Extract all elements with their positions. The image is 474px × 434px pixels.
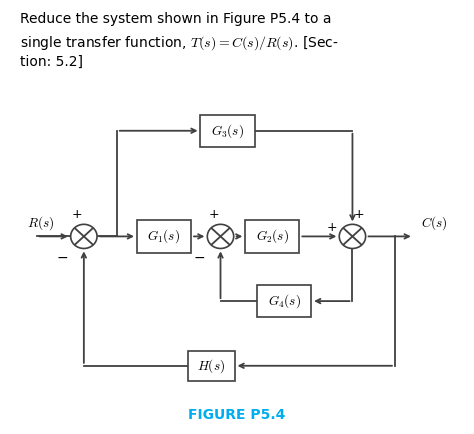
Text: single transfer function, $T(s) = C(s)/R(s)$. [Sec-: single transfer function, $T(s) = C(s)/R… — [20, 34, 339, 52]
Text: $G_3(s)$: $G_3(s)$ — [211, 122, 244, 140]
Text: +: + — [354, 208, 364, 221]
Text: −: − — [57, 251, 68, 265]
Text: $C(s)$: $C(s)$ — [421, 214, 447, 232]
Text: tion: 5.2]: tion: 5.2] — [20, 55, 83, 69]
FancyBboxPatch shape — [201, 115, 255, 147]
FancyBboxPatch shape — [257, 285, 311, 317]
Text: −: − — [193, 251, 205, 265]
FancyBboxPatch shape — [245, 220, 300, 253]
FancyBboxPatch shape — [137, 220, 191, 253]
Text: $G_2(s)$: $G_2(s)$ — [256, 227, 289, 245]
Text: +: + — [72, 208, 82, 221]
Text: $R(s)$: $R(s)$ — [27, 214, 55, 232]
Circle shape — [71, 224, 97, 249]
Circle shape — [207, 224, 234, 249]
Circle shape — [339, 224, 365, 249]
Text: $G_4(s)$: $G_4(s)$ — [268, 292, 301, 310]
Text: $H(s)$: $H(s)$ — [197, 357, 225, 375]
FancyBboxPatch shape — [188, 351, 235, 381]
Text: Reduce the system shown in Figure P5.4 to a: Reduce the system shown in Figure P5.4 t… — [20, 12, 332, 26]
Text: +: + — [326, 221, 337, 234]
Text: $G_1(s)$: $G_1(s)$ — [147, 227, 181, 245]
Text: FIGURE P5.4: FIGURE P5.4 — [188, 408, 286, 422]
Text: +: + — [208, 208, 219, 221]
